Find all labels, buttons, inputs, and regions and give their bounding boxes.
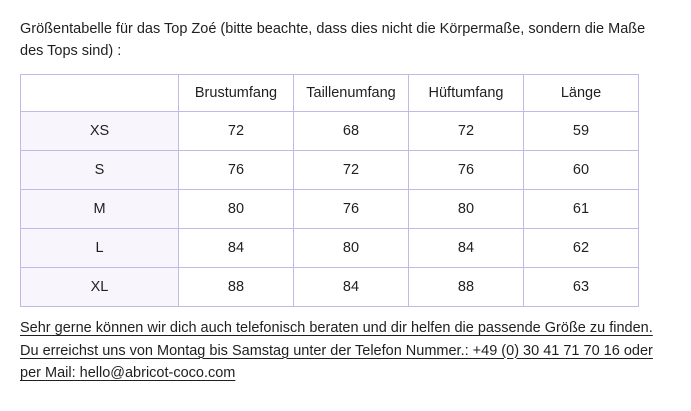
header-cell-brustumfang: Brustumfang: [178, 74, 294, 112]
cell-value: 60: [523, 150, 639, 190]
table-row-s: S 76 72 76 60: [20, 150, 639, 190]
contact-line-1: Sehr gerne können wir dich auch telefoni…: [20, 320, 653, 336]
cell-value: 72: [178, 111, 294, 151]
size-label: XS: [20, 111, 179, 151]
cell-value: 68: [293, 111, 409, 151]
header-cell-empty: [20, 74, 179, 112]
size-label: XL: [20, 267, 179, 307]
table-header-row: Brustumfang Taillenumfang Hüftumfang Län…: [20, 74, 639, 112]
cell-value: 80: [293, 228, 409, 268]
contact-line-3: per Mail: hello@abricot-coco.com: [20, 365, 236, 381]
contact-line-2: Du erreichst uns von Montag bis Samstag …: [20, 342, 653, 359]
intro-text: Größentabelle für das Top Zoé (bitte bea…: [20, 18, 671, 62]
table-row-xs: XS 72 68 72 59: [20, 111, 639, 151]
cell-value: 72: [408, 111, 524, 151]
size-label: M: [20, 189, 179, 229]
cell-value: 76: [178, 150, 294, 190]
intro-line-1: Größentabelle für das Top Zoé (bitte bea…: [20, 21, 646, 37]
cell-value: 88: [178, 267, 294, 307]
cell-value: 84: [408, 228, 524, 268]
cell-value: 84: [293, 267, 409, 307]
table-row-l: L 84 80 84 62: [20, 228, 639, 268]
cell-value: 61: [523, 189, 639, 229]
cell-value: 80: [178, 189, 294, 229]
cell-value: 63: [523, 267, 639, 307]
cell-value: 72: [293, 150, 409, 190]
cell-value: 76: [408, 150, 524, 190]
table-row-m: M 80 76 80 61: [20, 189, 639, 229]
cell-value: 76: [293, 189, 409, 229]
size-label: S: [20, 150, 179, 190]
size-label: L: [20, 228, 179, 268]
intro-line-2: des Tops sind) :: [20, 43, 122, 59]
contact-text: Sehr gerne können wir dich auch telefoni…: [20, 317, 671, 385]
header-cell-taillenumfang: Taillenumfang: [293, 74, 409, 112]
table-row-xl: XL 88 84 88 63: [20, 267, 639, 307]
cell-value: 88: [408, 267, 524, 307]
size-table: Brustumfang Taillenumfang Hüftumfang Län…: [20, 74, 639, 307]
header-cell-hueftumfang: Hüftumfang: [408, 74, 524, 112]
cell-value: 62: [523, 228, 639, 268]
header-cell-laenge: Länge: [523, 74, 639, 112]
cell-value: 84: [178, 228, 294, 268]
cell-value: 80: [408, 189, 524, 229]
cell-value: 59: [523, 111, 639, 151]
